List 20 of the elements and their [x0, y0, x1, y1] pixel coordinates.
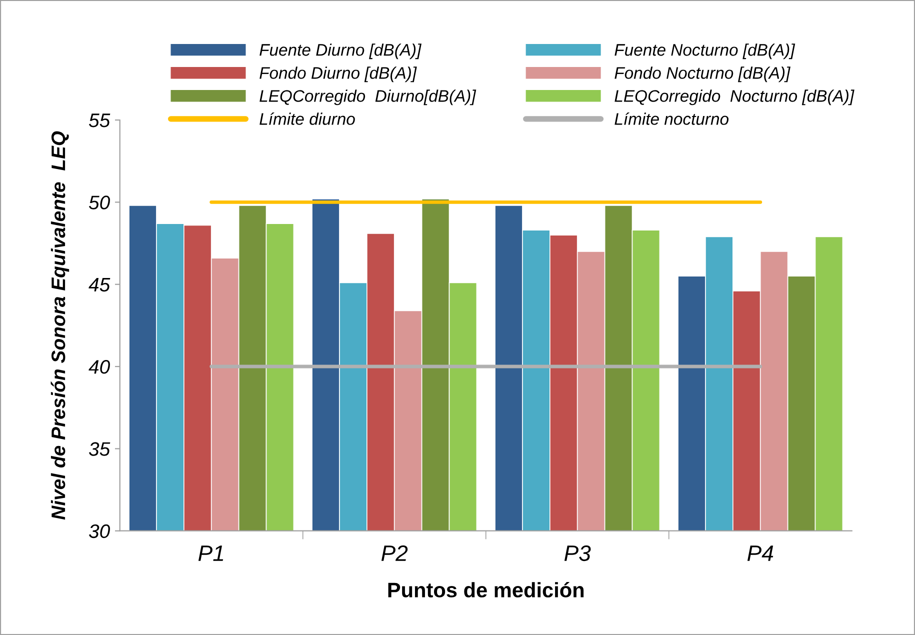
- y-tick-label: 35: [88, 442, 110, 456]
- legend-label: Fondo Nocturno [dB(A)]: [614, 66, 790, 82]
- legend-label: LEQCorregido Nocturno [dB(A)]: [614, 90, 854, 106]
- y-tick-label: 55: [88, 114, 110, 128]
- legend-label: Límite diurno: [260, 112, 355, 125]
- x-tick-label: P3: [564, 545, 591, 562]
- y-tick-label: 45: [88, 278, 110, 292]
- x-axis-title: Puntos de medición: [388, 582, 584, 598]
- x-tick-label: P2: [381, 545, 408, 561]
- y-tick-label: 50: [88, 196, 110, 210]
- legend-label: Fondo Diurno [dB(A)]: [260, 66, 417, 82]
- legend-label: LEQCorregido Diurno[dB(A)]: [260, 90, 476, 106]
- legend-label: Límite nocturno: [614, 112, 728, 125]
- y-tick-label: 30: [88, 524, 110, 538]
- legend-label: Fuente Nocturno [dB(A)]: [614, 44, 796, 60]
- x-tick-label: P4: [747, 546, 774, 561]
- x-tick-label: P1: [198, 546, 224, 561]
- y-axis-title: Nivel de Presión Sonora Equivalente LEQ: [50, 131, 70, 520]
- legend-label: Fuente Diurno [dB(A)]: [260, 44, 422, 60]
- y-tick-label: 40: [88, 360, 110, 374]
